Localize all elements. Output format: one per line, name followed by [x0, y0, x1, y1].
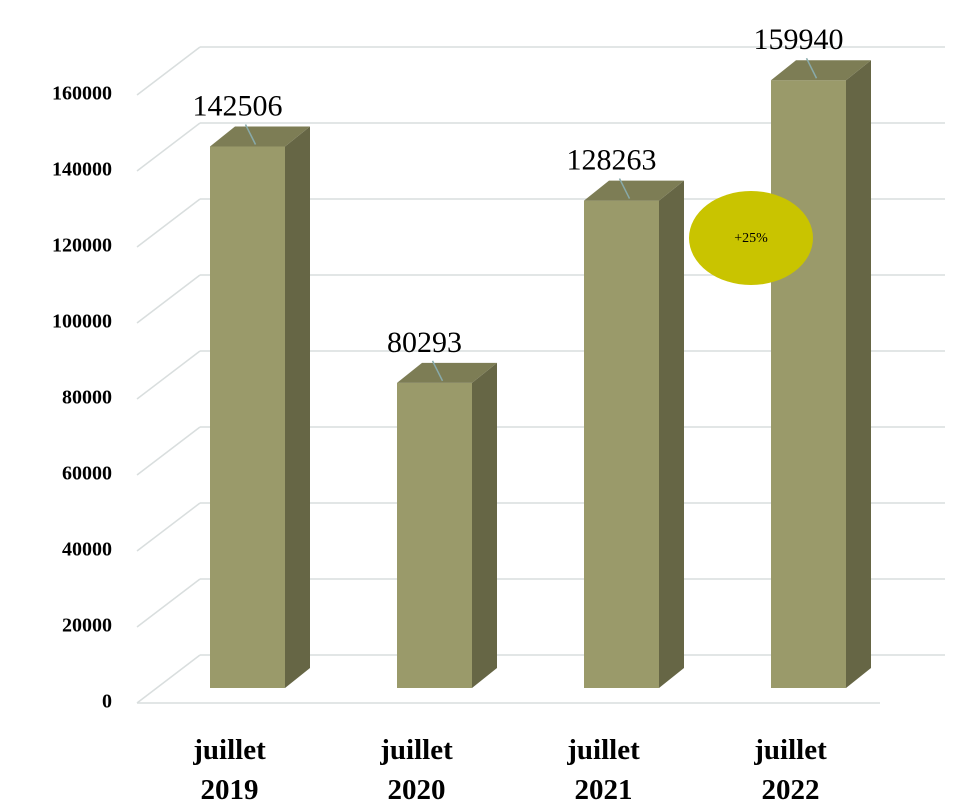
y-tick-label: 60000	[62, 463, 112, 485]
annotation: +25%	[734, 231, 768, 246]
y-tick-label: 120000	[52, 235, 112, 257]
bar	[584, 200, 659, 689]
x-tick-label: juillet 2022	[754, 734, 827, 806]
x-tick-label: juillet 2021	[567, 734, 640, 806]
bar-side	[659, 180, 684, 689]
bar-top	[210, 126, 310, 147]
x-tick-label: juillet 2019	[193, 734, 266, 806]
bar	[771, 80, 846, 688]
bar-side	[472, 362, 497, 688]
grid-diagonal	[136, 198, 201, 248]
bar	[397, 382, 472, 688]
value-label: 128263	[567, 143, 657, 176]
leader-line	[431, 360, 444, 382]
value-label: 159940	[754, 23, 844, 56]
leader-line	[244, 124, 257, 145]
bar-side	[285, 126, 310, 689]
y-tick-label: 40000	[62, 539, 112, 561]
bar-side	[846, 60, 871, 688]
x-tick-label: juillet 2020	[380, 734, 453, 806]
bar-top	[771, 60, 871, 81]
value-label: 80293	[387, 326, 462, 359]
grid-diagonal	[136, 426, 201, 476]
y-tick-label: 160000	[52, 83, 112, 105]
y-tick-label: 140000	[52, 159, 112, 181]
bar-top	[397, 362, 497, 383]
y-tick-label: 80000	[62, 387, 112, 409]
value-label: 142506	[193, 89, 283, 122]
leader-line	[618, 178, 631, 199]
y-tick-label: 0	[102, 691, 112, 713]
grid-diagonal	[136, 578, 201, 628]
grid-diagonal	[136, 502, 201, 552]
y-tick-label: 20000	[62, 615, 112, 637]
grid-diagonal	[136, 274, 201, 324]
y-tick-label: 100000	[52, 311, 112, 333]
grid-diagonal	[136, 654, 201, 704]
bar	[210, 146, 285, 689]
leader-line	[805, 57, 818, 79]
grid-diagonal	[136, 46, 201, 96]
grid-diagonal	[136, 350, 201, 400]
bar-top	[584, 180, 684, 201]
grid-diagonal	[136, 122, 201, 172]
annotation-bubble	[689, 191, 813, 285]
